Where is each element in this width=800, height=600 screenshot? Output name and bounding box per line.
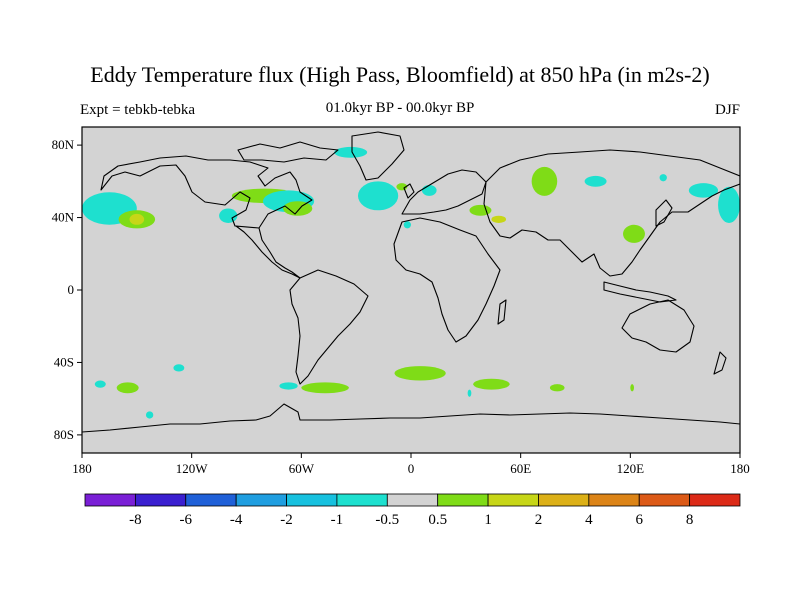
- anomaly-patch: [659, 174, 667, 182]
- anomaly-patch: [630, 384, 634, 392]
- anomaly-patch: [584, 175, 607, 187]
- anomaly-patch: [334, 146, 368, 158]
- colorbar-label: 1: [484, 512, 492, 528]
- anomaly-patch: [467, 389, 472, 397]
- colorbar-label: 0.5: [428, 512, 447, 528]
- lon-tick-label: 120E: [617, 461, 645, 476]
- longitude-ticks: 180 120W 60W 0 60E 120E 180: [72, 453, 750, 476]
- experiment-label: Expt = tebkb-tebka: [80, 102, 196, 118]
- anomaly-patch: [283, 201, 313, 216]
- anomaly-patch: [623, 224, 645, 243]
- anomaly-patch: [129, 213, 145, 225]
- colorbar: -8 -6 -4 -2 -1 -0.5 0.5 1 2 4 6 8: [84, 493, 741, 528]
- anomaly-patch: [279, 382, 298, 390]
- anomaly-patch: [173, 364, 185, 372]
- coastline-south-america: [289, 269, 369, 385]
- colorbar-label: 2: [535, 512, 543, 528]
- coastline-antarctica: [82, 403, 740, 433]
- coastline-japan: [655, 199, 673, 227]
- anomaly-patch: [145, 411, 154, 419]
- colorbar-label: -6: [180, 512, 193, 528]
- colorbar-label: -2: [280, 512, 293, 528]
- lat-tick-label: 80N: [52, 137, 75, 152]
- anomaly-patch: [421, 184, 437, 196]
- colorbar-swatch: [134, 493, 187, 507]
- anomaly-patch: [491, 215, 507, 223]
- map-title: Eddy Temperature flux (High Pass, Bloomf…: [90, 62, 710, 87]
- lon-tick-label: 120W: [176, 461, 209, 476]
- coastline-australia: [621, 299, 695, 353]
- latitude-ticks: 80N 40N 0 40S 80S: [52, 137, 82, 442]
- colorbar-label: 6: [635, 512, 643, 528]
- colorbar-label: -8: [129, 512, 142, 528]
- anomaly-patch: [549, 384, 565, 392]
- lon-tick-label: 180: [730, 461, 750, 476]
- coastline-north-america: [100, 155, 313, 279]
- coastline-madagascar: [497, 299, 507, 325]
- colorbar-label: -4: [230, 512, 243, 528]
- lat-tick-label: 0: [68, 282, 75, 297]
- colorbar-swatch: [235, 493, 287, 507]
- lon-tick-label: 180: [72, 461, 92, 476]
- anomaly-patch: [301, 382, 349, 394]
- colorbar-swatch: [689, 493, 741, 507]
- coastline-greenland: [351, 131, 405, 181]
- colorbar-swatch: [84, 493, 136, 507]
- anomaly-patch: [357, 181, 399, 211]
- colorbar-swatch: [588, 493, 640, 507]
- colorbar-swatch: [386, 493, 439, 507]
- anomaly-patch: [219, 208, 238, 223]
- colorbar-label: -0.5: [375, 512, 399, 528]
- map-background: [82, 127, 740, 453]
- anomaly-patch: [688, 183, 719, 198]
- lat-tick-label: 40N: [52, 210, 75, 225]
- anomaly-patch: [403, 221, 411, 229]
- colorbar-swatch: [437, 493, 489, 507]
- colorbar-label: -1: [331, 512, 344, 528]
- anomaly-patch: [473, 378, 510, 390]
- season-label: DJF: [714, 102, 740, 118]
- coastline-asia: [483, 149, 740, 277]
- anomaly-patch: [394, 366, 446, 381]
- coastline-new-zealand: [713, 351, 727, 375]
- colorbar-swatch: [487, 493, 539, 507]
- lon-tick-label: 0: [408, 461, 415, 476]
- colorbar-swatch: [185, 493, 237, 507]
- coastline-indonesia: [603, 281, 677, 303]
- coastline-arctic-islands: [237, 141, 339, 163]
- lat-tick-label: 40S: [54, 354, 74, 369]
- anomaly-patch: [94, 380, 106, 388]
- anomaly-patch: [718, 186, 740, 223]
- colorbar-swatch: [336, 493, 388, 507]
- anomaly-patch: [116, 382, 139, 394]
- colorbar-label: 4: [585, 512, 593, 528]
- coastline-europe: [401, 169, 487, 215]
- colorbar-swatch: [538, 493, 590, 507]
- colorbar-swatch: [286, 493, 338, 507]
- anomaly-patches: [82, 146, 740, 419]
- colorbar-swatch: [638, 493, 691, 507]
- lon-tick-label: 60W: [289, 461, 315, 476]
- coastline-uk: [403, 183, 415, 199]
- lon-tick-label: 60E: [510, 461, 531, 476]
- colorbar-label: 8: [686, 512, 694, 528]
- anomaly-patch: [469, 204, 492, 216]
- coastlines: [82, 131, 740, 433]
- lat-tick-label: 80S: [54, 427, 74, 442]
- coastline-africa: [393, 217, 501, 343]
- anomaly-patch: [531, 166, 558, 196]
- period-label: 01.0kyr BP - 00.0kyr BP: [325, 100, 475, 116]
